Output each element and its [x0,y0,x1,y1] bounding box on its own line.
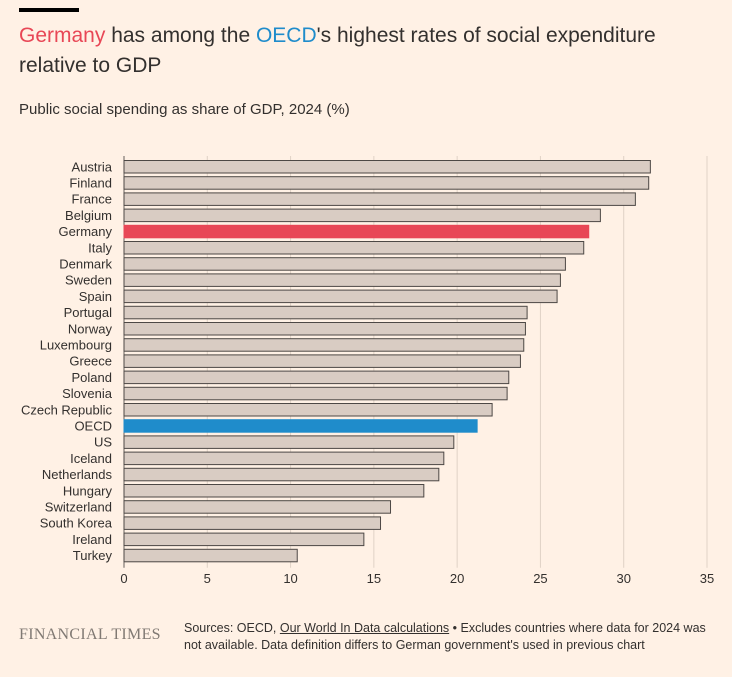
x-tick-label: 5 [204,571,211,586]
sources-link[interactable]: Our World In Data calculations [279,621,450,635]
x-tick-label: 10 [283,571,297,586]
bar-austria [123,160,651,174]
category-label: Hungary [63,483,113,498]
bar-south-korea [123,516,382,530]
bar-hungary [123,484,425,498]
top-accent-bar [19,8,79,12]
category-label: France [72,192,112,207]
category-label: Spain [79,289,112,304]
category-label: Portugal [64,305,113,320]
bar-spain [123,289,558,304]
bar-oecd [123,419,478,433]
bar-switzerland [123,500,392,514]
category-label: Switzerland [45,499,112,514]
bar-finland [123,176,650,190]
category-label: Netherlands [42,467,113,482]
bar-ireland [123,532,365,547]
category-label: Sweden [65,273,112,288]
category-label: Ireland [72,532,112,547]
chart-subtitle: Public social spending as share of GDP, … [19,101,350,118]
category-label: Iceland [70,451,112,466]
title-oecd: OECD [255,24,317,47]
bar-italy [123,241,585,255]
bar-netherlands [123,467,440,482]
bar-belgium [123,208,601,223]
category-label: Greece [69,354,112,369]
category-label: Denmark [59,256,112,271]
bar-us [123,435,455,449]
category-label: Czech Republic [21,402,113,417]
bar-greece [123,354,521,368]
category-label: Belgium [65,208,112,223]
category-label: US [94,435,112,450]
x-tick-label: 20 [450,571,464,586]
sources-suffix: • Excludes countries where data for 2024… [184,621,706,652]
chart-title: Germany has among the OECD's highest rat… [19,21,719,81]
title-part2: 's highest rates of social expenditure r… [19,24,656,77]
category-label: Finland [69,175,112,190]
bar-luxembourg [123,338,525,352]
bar-czech-republic [123,403,493,417]
title-part1: has among the [105,24,256,47]
bar-iceland [123,451,445,466]
ft-logo: FINANCIAL TIMES [19,626,161,643]
bar-norway [123,322,526,336]
x-tick-label: 25 [533,571,547,586]
bar-poland [123,370,510,385]
category-label: Luxembourg [40,337,112,352]
bar-sweden [123,273,561,287]
bar-france [123,192,636,206]
x-tick-label: 15 [367,571,381,586]
category-label: Austria [72,159,113,174]
category-label: OECD [74,418,112,433]
x-tick-label: 30 [616,571,630,586]
category-label: Germany [59,224,113,239]
category-label: Slovenia [62,386,113,401]
x-tick-label: 0 [120,571,127,586]
category-label: Poland [72,370,112,385]
category-label: Norway [68,321,113,336]
title-germany: Germany [19,24,106,47]
category-label: Turkey [73,548,113,563]
x-tick-label: 35 [700,571,714,586]
bar-slovenia [123,386,508,401]
bar-denmark [123,257,566,271]
bar-turkey [123,548,298,563]
bar-germany [123,224,590,239]
category-label: Italy [88,240,112,255]
sources-prefix: Sources: OECD, [184,621,280,635]
bar-portugal [123,305,528,320]
category-label: South Korea [40,516,113,531]
sources-note: Sources: OECD, Our World In Data calcula… [184,620,724,654]
